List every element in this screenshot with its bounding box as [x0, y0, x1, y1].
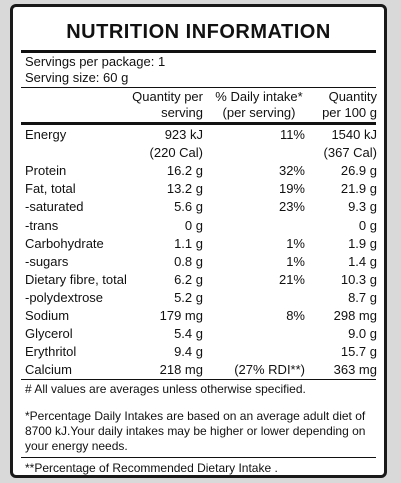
servings-per-package: Servings per package: 1 [25, 54, 166, 69]
nutrient-daily-intake: 19% [278, 181, 305, 197]
nutrient-daily-intake: 23% [278, 199, 305, 215]
nutrient-daily-intake: 11% [279, 127, 305, 142]
header-per100-line2: per 100 g [322, 105, 377, 120]
header-daily-line1: % Daily intake* [215, 89, 303, 104]
header-daily-line2: (per serving) [222, 105, 296, 120]
serving-size: Serving size: 60 g [25, 70, 129, 85]
header-divider [21, 122, 376, 125]
footnote-rdi: **Percentage of Recommended Dietary Inta… [25, 461, 278, 475]
nutrient-daily-intake: 8% [286, 308, 305, 323]
nutrient-per-100g: 10.3 g [340, 271, 377, 287]
nutrient-daily-intake: 21% [278, 271, 305, 287]
nutrient-name: -sugars [25, 253, 69, 269]
nutrient-name: Calcium [25, 362, 72, 378]
footnote-averages: # All values are averages unless otherwi… [25, 382, 306, 396]
nutrient-name: Sodium [25, 308, 70, 323]
nutrient-daily-intake: 1% [286, 253, 305, 269]
nutrient-per-100g: (367 Cal) [323, 145, 377, 161]
nutrient-per-100g: 0 g [358, 217, 377, 233]
nutrient-per-serving: 5.6 g [174, 199, 203, 215]
nutrient-per-serving: 0 g [184, 217, 203, 233]
header-per100-line1: Quantity [328, 89, 377, 104]
nutrient-per-100g: 8.7 g [348, 289, 377, 305]
nutrient-per-serving: 13.2 g [166, 181, 203, 197]
nutrient-name: Fat, total [25, 181, 76, 197]
nutrient-name: Dietary fibre, total [25, 271, 127, 287]
nutrient-per-serving: (220 Cal) [149, 145, 203, 161]
nutrient-daily-intake: 1% [286, 235, 305, 251]
nutrient-daily-intake: 32% [278, 163, 305, 179]
header-per-serving-line1: Quantity per [132, 89, 203, 104]
nutrient-per-100g: 21.9 g [340, 181, 377, 197]
nutrient-per-serving: 218 mg [159, 362, 203, 378]
footnote-daily-intake: *Percentage Daily Intakes are based on a… [25, 409, 366, 453]
title-divider [21, 50, 376, 53]
nutrient-per-serving: 16.2 g [166, 163, 203, 179]
nutrient-per-serving: 179 mg [159, 308, 203, 323]
nutrient-name: -trans [25, 217, 59, 233]
nutrient-name: Erythritol [25, 344, 77, 360]
footnote-divider [21, 457, 376, 458]
nutrient-name: Protein [25, 163, 67, 179]
panel-title: NUTRITION INFORMATION [66, 21, 331, 43]
nutrient-per-100g: 1.4 g [348, 253, 377, 269]
nutrient-per-serving: 0.8 g [174, 253, 203, 269]
nutrition-panel: NUTRITION INFORMATION Servings per packa… [10, 4, 387, 478]
nutrient-per-serving: 923 kJ [164, 127, 203, 142]
nutrient-per-100g: 9.3 g [348, 199, 377, 215]
table-bottom-divider [21, 379, 376, 380]
nutrient-per-serving: 5.2 g [174, 289, 203, 305]
nutrient-per-100g: 26.9 g [340, 163, 377, 179]
nutrient-name: Glycerol [25, 326, 73, 342]
nutrient-per-serving: 6.2 g [174, 271, 203, 287]
serving-divider [21, 87, 376, 88]
nutrient-name: -saturated [25, 199, 84, 215]
nutrient-name: Carbohydrate [25, 235, 104, 251]
nutrient-per-100g: 1540 kJ [331, 127, 377, 142]
nutrient-per-100g: 1.9 g [348, 235, 377, 251]
nutrient-per-100g: 363 mg [333, 362, 377, 378]
nutrient-name: Energy [25, 127, 67, 142]
nutrient-per-100g: 298 mg [333, 308, 377, 323]
nutrient-daily-intake: (27% RDI**) [234, 362, 305, 378]
nutrient-per-serving: 9.4 g [174, 344, 203, 360]
nutrient-per-100g: 15.7 g [340, 344, 377, 360]
nutrient-per-serving: 1.1 g [174, 235, 203, 251]
nutrient-per-100g: 9.0 g [348, 326, 377, 342]
nutrient-name: -polydextrose [25, 289, 104, 305]
nutrient-per-serving: 5.4 g [174, 326, 203, 342]
header-per-serving-line2: serving [161, 105, 203, 120]
